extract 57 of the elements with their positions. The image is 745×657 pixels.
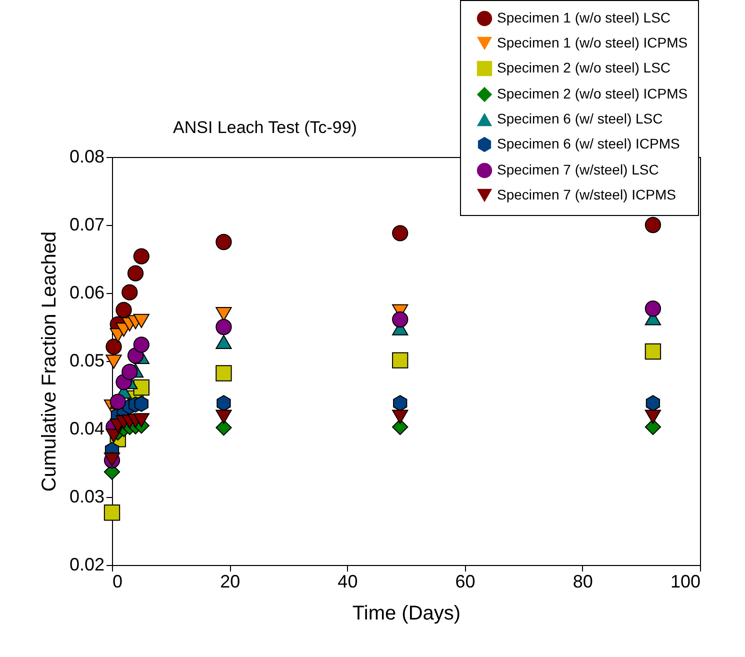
- point: [133, 379, 150, 396]
- y-tick-label: 0.05: [69, 350, 104, 370]
- point: [122, 364, 138, 380]
- point: [392, 225, 408, 242]
- legend-label: Specimen 6 (w/ steel) ICPMS: [497, 136, 680, 152]
- y-axis-title: Cumulative Fraction Leached: [38, 231, 60, 492]
- point: [133, 314, 150, 328]
- point: [644, 216, 662, 234]
- point: [644, 410, 662, 424]
- point: [216, 318, 232, 336]
- point: [127, 265, 144, 282]
- point: [216, 234, 232, 250]
- point: [122, 284, 138, 300]
- x-tick-label: 0: [112, 572, 123, 592]
- x-axis-title: Time (Days): [352, 602, 461, 624]
- point: [134, 396, 148, 412]
- point: [644, 343, 662, 360]
- legend-label: Specimen 1 (w/o steel) ICPMS: [497, 34, 688, 50]
- point: [133, 413, 150, 428]
- legend-label: Specimen 1 (w/o steel) LSC: [497, 10, 671, 26]
- point: [216, 334, 232, 350]
- point: [216, 410, 232, 424]
- y-tick-label: 0.06: [69, 282, 104, 302]
- x-tick-label: 20: [220, 572, 240, 592]
- point: [393, 395, 408, 412]
- legend-label: Specimen 2 (w/o steel) LSC: [497, 60, 671, 76]
- point: [133, 248, 150, 264]
- x-tick-label: 40: [338, 572, 358, 592]
- y-tick-label: 0.07: [69, 214, 104, 234]
- y-tick-label: 0.08: [69, 146, 104, 166]
- point: [392, 352, 408, 368]
- y-tick-label: 0.02: [69, 554, 104, 574]
- point: [106, 354, 122, 369]
- point: [106, 338, 122, 355]
- y-tick-label: 0.03: [69, 486, 104, 506]
- x-tick-label: 100: [670, 572, 700, 592]
- point: [392, 311, 408, 328]
- chart-title: ANSI Leach Test (Tc-99): [173, 118, 357, 137]
- point: [216, 420, 232, 436]
- point: [646, 395, 660, 412]
- x-tick-label: 60: [455, 572, 476, 592]
- point: [644, 300, 662, 317]
- point: [216, 365, 232, 382]
- point: [392, 410, 408, 424]
- point: [644, 418, 662, 436]
- point: [392, 418, 408, 436]
- legend-label: Specimen 2 (w/o steel) ICPMS: [497, 86, 688, 102]
- y-tick-label: 0.04: [69, 418, 104, 438]
- point: [104, 504, 120, 521]
- legend-label: Specimen 7 (w/steel) ICPMS: [497, 186, 676, 202]
- point: [133, 336, 150, 353]
- legend-label: Specimen 7 (w/steel) LSC: [497, 162, 659, 178]
- x-tick-label: 80: [572, 572, 593, 592]
- legend-label: Specimen 6 (w/ steel) LSC: [497, 110, 663, 126]
- point: [216, 395, 231, 412]
- point: [106, 428, 122, 443]
- point: [116, 302, 132, 318]
